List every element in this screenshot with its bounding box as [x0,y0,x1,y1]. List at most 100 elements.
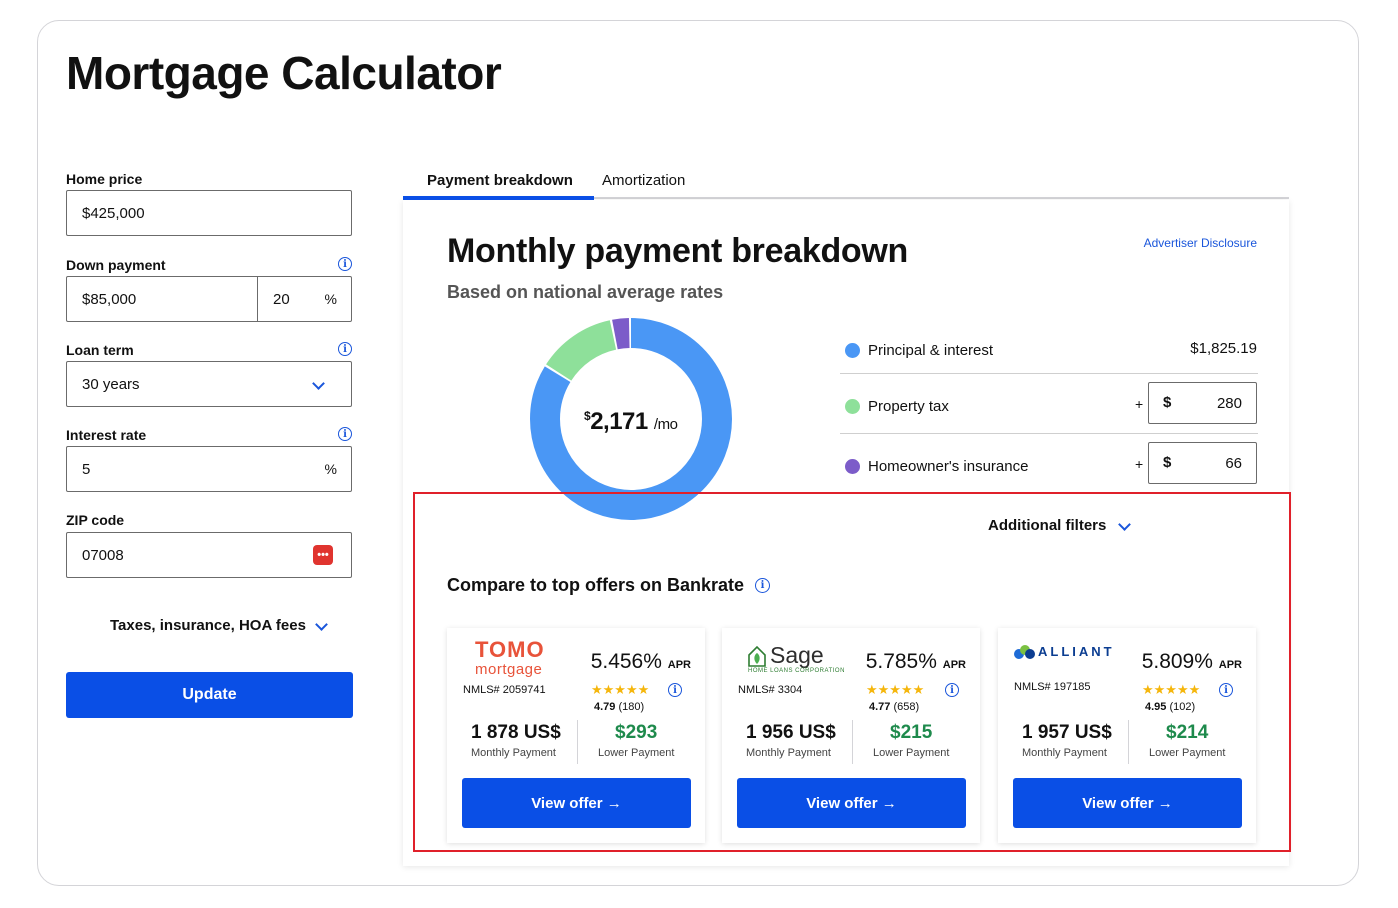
nmls-number: NMLS# 3304 [738,684,803,696]
rating-score: 4.79 [594,701,616,713]
logo-main: Sage [770,642,824,668]
interest-rate-input[interactable]: 5 % [66,446,352,492]
divider [840,373,1258,374]
lower-payment-label: Lower Payment [1149,747,1226,759]
lower-payment-label: Lower Payment [598,747,675,759]
percent-symbol: % [324,461,337,477]
arrow-right-icon: → [606,794,622,812]
review-count: (658) [893,701,920,713]
monthly-payment: 1 878 US$ [471,722,561,743]
sage-logo: Sage HOME LOANS CORPORATION [748,642,844,674]
zip-code-value: 07008 [82,546,124,564]
rate-value: 5.809% [1141,650,1213,673]
offer-card-tomo: TOMO mortgage NMLS# 2059741 5.456% APR ★★… [447,628,705,843]
highlight-box [413,492,1291,852]
loan-term-value: 30 years [82,375,140,393]
monthly-payment-label: Monthly Payment [1022,747,1107,759]
legend-dot [845,343,860,358]
info-icon[interactable]: i [1219,683,1233,697]
homeowners-insurance-input[interactable]: $ 66 [1148,442,1257,484]
lower-payment: $293 [615,722,658,743]
view-offer-label: View offer [531,794,603,812]
down-payment-field: $85,000 20 % [66,276,352,322]
alliant-mark-icon [1014,644,1036,659]
taxes-toggle-label: Taxes, insurance, HOA fees [110,617,306,634]
star-rating-icon: ★★★★★ [591,682,650,697]
update-button[interactable]: Update [66,672,353,718]
loan-term-label: Loan term [66,342,134,358]
view-offer-button[interactable]: View offer → [1013,778,1242,828]
view-offer-button[interactable]: View offer → [462,778,691,828]
total-currency: $ [584,409,591,423]
property-tax-value: 280 [1216,395,1242,412]
apr-label: APR [1218,659,1242,671]
password-manager-icon[interactable]: ••• [313,545,333,565]
info-icon[interactable]: i [338,257,352,271]
compare-offers-title: Compare to top offers on Bankrate [447,575,744,596]
homeowners-insurance-value: 66 [1225,455,1242,472]
apr-label: APR [667,659,691,671]
legend-dot [845,399,860,414]
advertiser-disclosure-link[interactable]: Advertiser Disclosure [1143,236,1257,250]
tab-payment-breakdown[interactable]: Payment breakdown [427,172,573,189]
star-rating-icon: ★★★★★ [866,682,925,697]
info-icon[interactable]: i [755,578,770,593]
legend-property-tax: Property tax [845,398,949,415]
breakdown-subtitle: Based on national average rates [447,282,724,302]
info-icon[interactable]: i [945,683,959,697]
monthly-payment: 1 956 US$ [746,722,836,743]
view-offer-label: View offer [1082,794,1154,812]
info-icon[interactable]: i [668,683,682,697]
legend-label: Homeowner's insurance [868,458,1029,475]
zip-code-input[interactable]: 07008 ••• [66,532,352,578]
offer-rate: 5.785% APR [866,650,966,674]
info-icon[interactable]: i [338,427,352,441]
info-icon[interactable]: i [338,342,352,356]
loan-term-select[interactable]: 30 years [66,361,352,407]
home-price-value: $425,000 [82,204,145,222]
rating-text: 4.95 (102) [1145,701,1195,713]
principal-interest-value: $1,825.19 [1190,340,1257,357]
compare-title-text: Compare to top offers on Bankrate [447,575,745,595]
logo-main: ALLIANT [1038,644,1115,659]
rating-text: 4.79 (180) [594,701,644,713]
view-offer-button[interactable]: View offer → [737,778,966,828]
nmls-number: NMLS# 197185 [1014,681,1091,693]
taxes-insurance-toggle[interactable]: Taxes, insurance, HOA fees [110,617,306,634]
divider [1128,720,1129,764]
home-price-input[interactable]: $425,000 [66,190,352,236]
legend-homeowners-insurance: Homeowner's insurance [845,458,1028,475]
apr-label: APR [942,659,966,671]
star-rating-icon: ★★★★★ [1142,682,1201,697]
down-payment-percent[interactable]: 20 [273,290,290,308]
offer-card-alliant: ALLIANT NMLS# 197185 5.809% APR ★★★★★ i … [998,628,1256,843]
logo-line1: TOMO [475,637,545,662]
nmls-number: NMLS# 2059741 [463,684,546,696]
alliant-logo: ALLIANT [1014,644,1115,659]
currency-symbol: $ [1163,394,1172,411]
rate-value: 5.785% [865,650,937,673]
monthly-payment: 1 957 US$ [1022,722,1112,743]
logo-line2: mortgage [475,661,543,678]
monthly-total: $2,171 /mo [584,408,678,436]
rating-text: 4.77 (658) [869,701,919,713]
lower-payment-label: Lower Payment [873,747,950,759]
legend-principal-interest: Principal & interest [845,342,993,359]
total-amount: 2,171 [590,408,648,435]
interest-rate-value: 5 [82,460,91,478]
arrow-right-icon: → [881,794,897,812]
currency-symbol: $ [1163,454,1172,471]
plus-sign: + [1135,456,1144,472]
down-payment-amount[interactable]: $85,000 [82,290,137,308]
offer-rate: 5.809% APR [1142,650,1242,674]
house-leaf-icon [748,645,766,667]
divider [840,433,1258,434]
rating-score: 4.77 [869,701,891,713]
tab-amortization[interactable]: Amortization [602,172,686,189]
tab-underline [403,197,1289,199]
total-per-month: /mo [653,416,678,433]
property-tax-input[interactable]: $ 280 [1148,382,1257,424]
percent-symbol: % [324,291,337,307]
legend-label: Principal & interest [868,342,994,359]
additional-filters-dropdown[interactable]: Additional filters [988,517,1106,534]
